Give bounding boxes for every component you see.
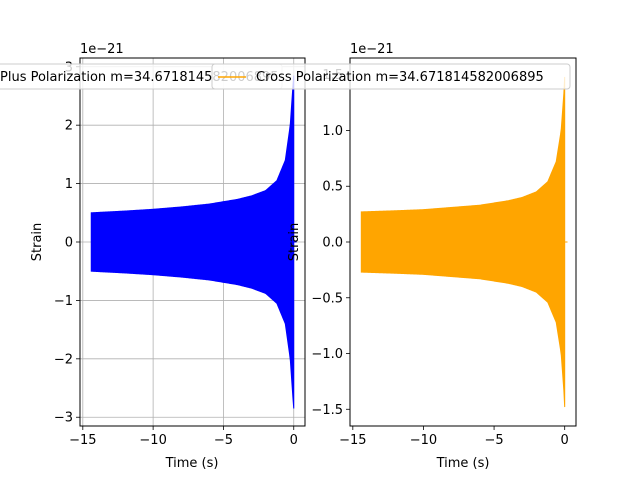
right-ytick-label: −1.0 [311, 347, 343, 362]
left-legend-label: Plus Polarization m=34.671814582006895 [0, 70, 279, 85]
right-ylabel: Strain [287, 223, 302, 262]
left-xlabel: Time (s) [165, 456, 219, 471]
right-xtick-label: 0 [561, 433, 569, 448]
left-xtick-label: −5 [214, 433, 233, 448]
right-xaxis: −15 −10 −5 0 [339, 426, 569, 448]
left-ytick-label: 0 [65, 236, 73, 251]
right-xlabel: Time (s) [436, 456, 490, 471]
right-ytick-label: 0.5 [322, 180, 343, 195]
right-xtick-label: −10 [410, 433, 437, 448]
left-yaxis: −3−2−10123 [54, 60, 80, 426]
right-ytick-label: 0.0 [322, 236, 343, 251]
left-ytick-label: 1 [65, 177, 73, 192]
left-plot: −15−10−50 −3−2−10123 1e−21 Time (s) Stra… [30, 42, 306, 471]
right-legend: Cross Polarization m=34.671814582006895 [211, 63, 571, 90]
right-ytick-label: −0.5 [311, 291, 343, 306]
left-ytick-label: −3 [54, 411, 73, 426]
left-xtick-label: −10 [139, 433, 166, 448]
right-legend-label: Cross Polarization m=34.671814582006895 [256, 70, 544, 85]
left-ytick-label: −2 [54, 352, 73, 367]
left-ylabel: Strain [30, 223, 45, 262]
right-legend-box [211, 63, 571, 90]
left-plot-series [90, 75, 297, 409]
left-ytick-label: −1 [54, 294, 73, 309]
right-plot-series [360, 76, 568, 408]
right-offset-text: 1e−21 [350, 42, 394, 57]
left-xtick-label: −15 [69, 433, 96, 448]
left-xtick-label: 0 [290, 433, 298, 448]
left-legend: Plus Polarization m=34.671814582006895 [0, 63, 283, 90]
left-offset-text: 1e−21 [80, 42, 124, 57]
right-xtick-label: −5 [484, 433, 503, 448]
right-ytick-label: −1.5 [311, 403, 343, 418]
right-plot: −15−10−50 −1.5−1.0−0.50.00.51.01.5 1e−21… [287, 42, 577, 471]
right-xtick-label: −15 [339, 433, 366, 448]
left-ytick-label: 2 [65, 119, 73, 134]
right-yaxis: −1.5−1.0−0.50.00.51.01.5 [311, 68, 350, 418]
right-ytick-label: 1.0 [322, 124, 343, 139]
left-xaxis: −15 −10 −5 0 [69, 426, 298, 448]
